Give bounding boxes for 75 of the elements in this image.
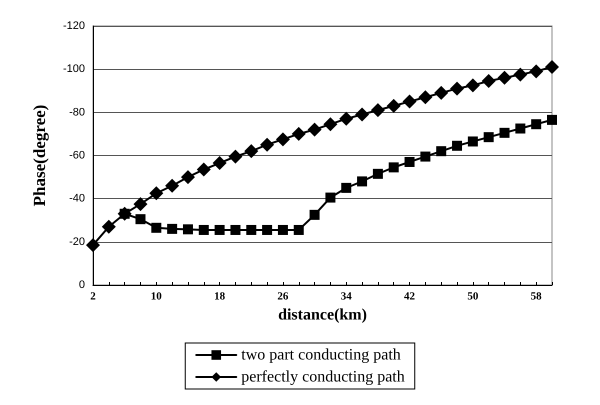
point [86,238,100,252]
point [404,156,415,167]
x-tick-label: 26 [277,290,289,302]
point [230,224,240,235]
point [310,210,320,220]
x-tick-label: 34 [340,290,352,302]
point [468,136,478,146]
point [515,124,526,134]
point [228,150,242,164]
point [278,224,288,235]
y-tick-label: -40 [69,192,85,205]
point [452,140,462,151]
point [214,224,225,235]
x-tick-label: 50 [467,290,479,302]
point [133,197,148,212]
y-axis-title: Phase(degree) [30,104,49,206]
y-tick-label: -100 [62,63,85,76]
point [498,70,512,85]
point [196,162,211,177]
point [547,114,557,125]
point [198,224,209,235]
point [420,152,430,162]
point [323,117,338,132]
point [370,103,385,118]
point [450,82,464,96]
point [165,178,180,193]
point [545,60,559,74]
y-tick-label: -20 [69,236,85,248]
point [500,128,510,138]
y-tick-label: 0 [78,279,85,291]
point [246,224,256,235]
x-tick-label: 42 [404,290,416,302]
point [262,224,272,235]
point [180,170,195,184]
point [386,98,401,113]
y-tick-label: -80 [69,106,85,118]
point [102,220,116,234]
y-tick-label: -120 [62,20,85,32]
point [402,94,417,109]
point [292,126,306,141]
point [260,138,274,152]
x-axis-title: distance(km) [278,306,367,324]
point [339,112,354,126]
legend-label: perfectly conducting path [241,368,405,386]
point [513,68,528,82]
legend-label: two part conducting path [241,346,401,364]
point [167,224,178,234]
point [149,186,164,200]
point [436,146,446,156]
point [325,192,336,203]
point [135,214,146,224]
x-tick-label: 18 [214,290,226,302]
x-tick-label: 58 [530,290,542,302]
point [341,182,352,193]
point [418,90,432,104]
point [531,119,542,130]
point [151,222,162,233]
point [388,162,399,172]
point [482,74,496,88]
point [355,107,370,122]
y-tick-label: -60 [69,150,85,162]
point [182,224,193,234]
point [466,78,480,92]
point [244,144,258,158]
point [434,86,448,100]
point [294,224,304,235]
x-tick-label: 10 [150,290,162,302]
point [529,64,544,78]
point [372,168,383,179]
point [212,156,227,170]
point [276,132,290,146]
point [308,122,322,137]
point [484,132,494,142]
point [357,176,368,186]
x-tick-label: 2 [90,290,96,302]
